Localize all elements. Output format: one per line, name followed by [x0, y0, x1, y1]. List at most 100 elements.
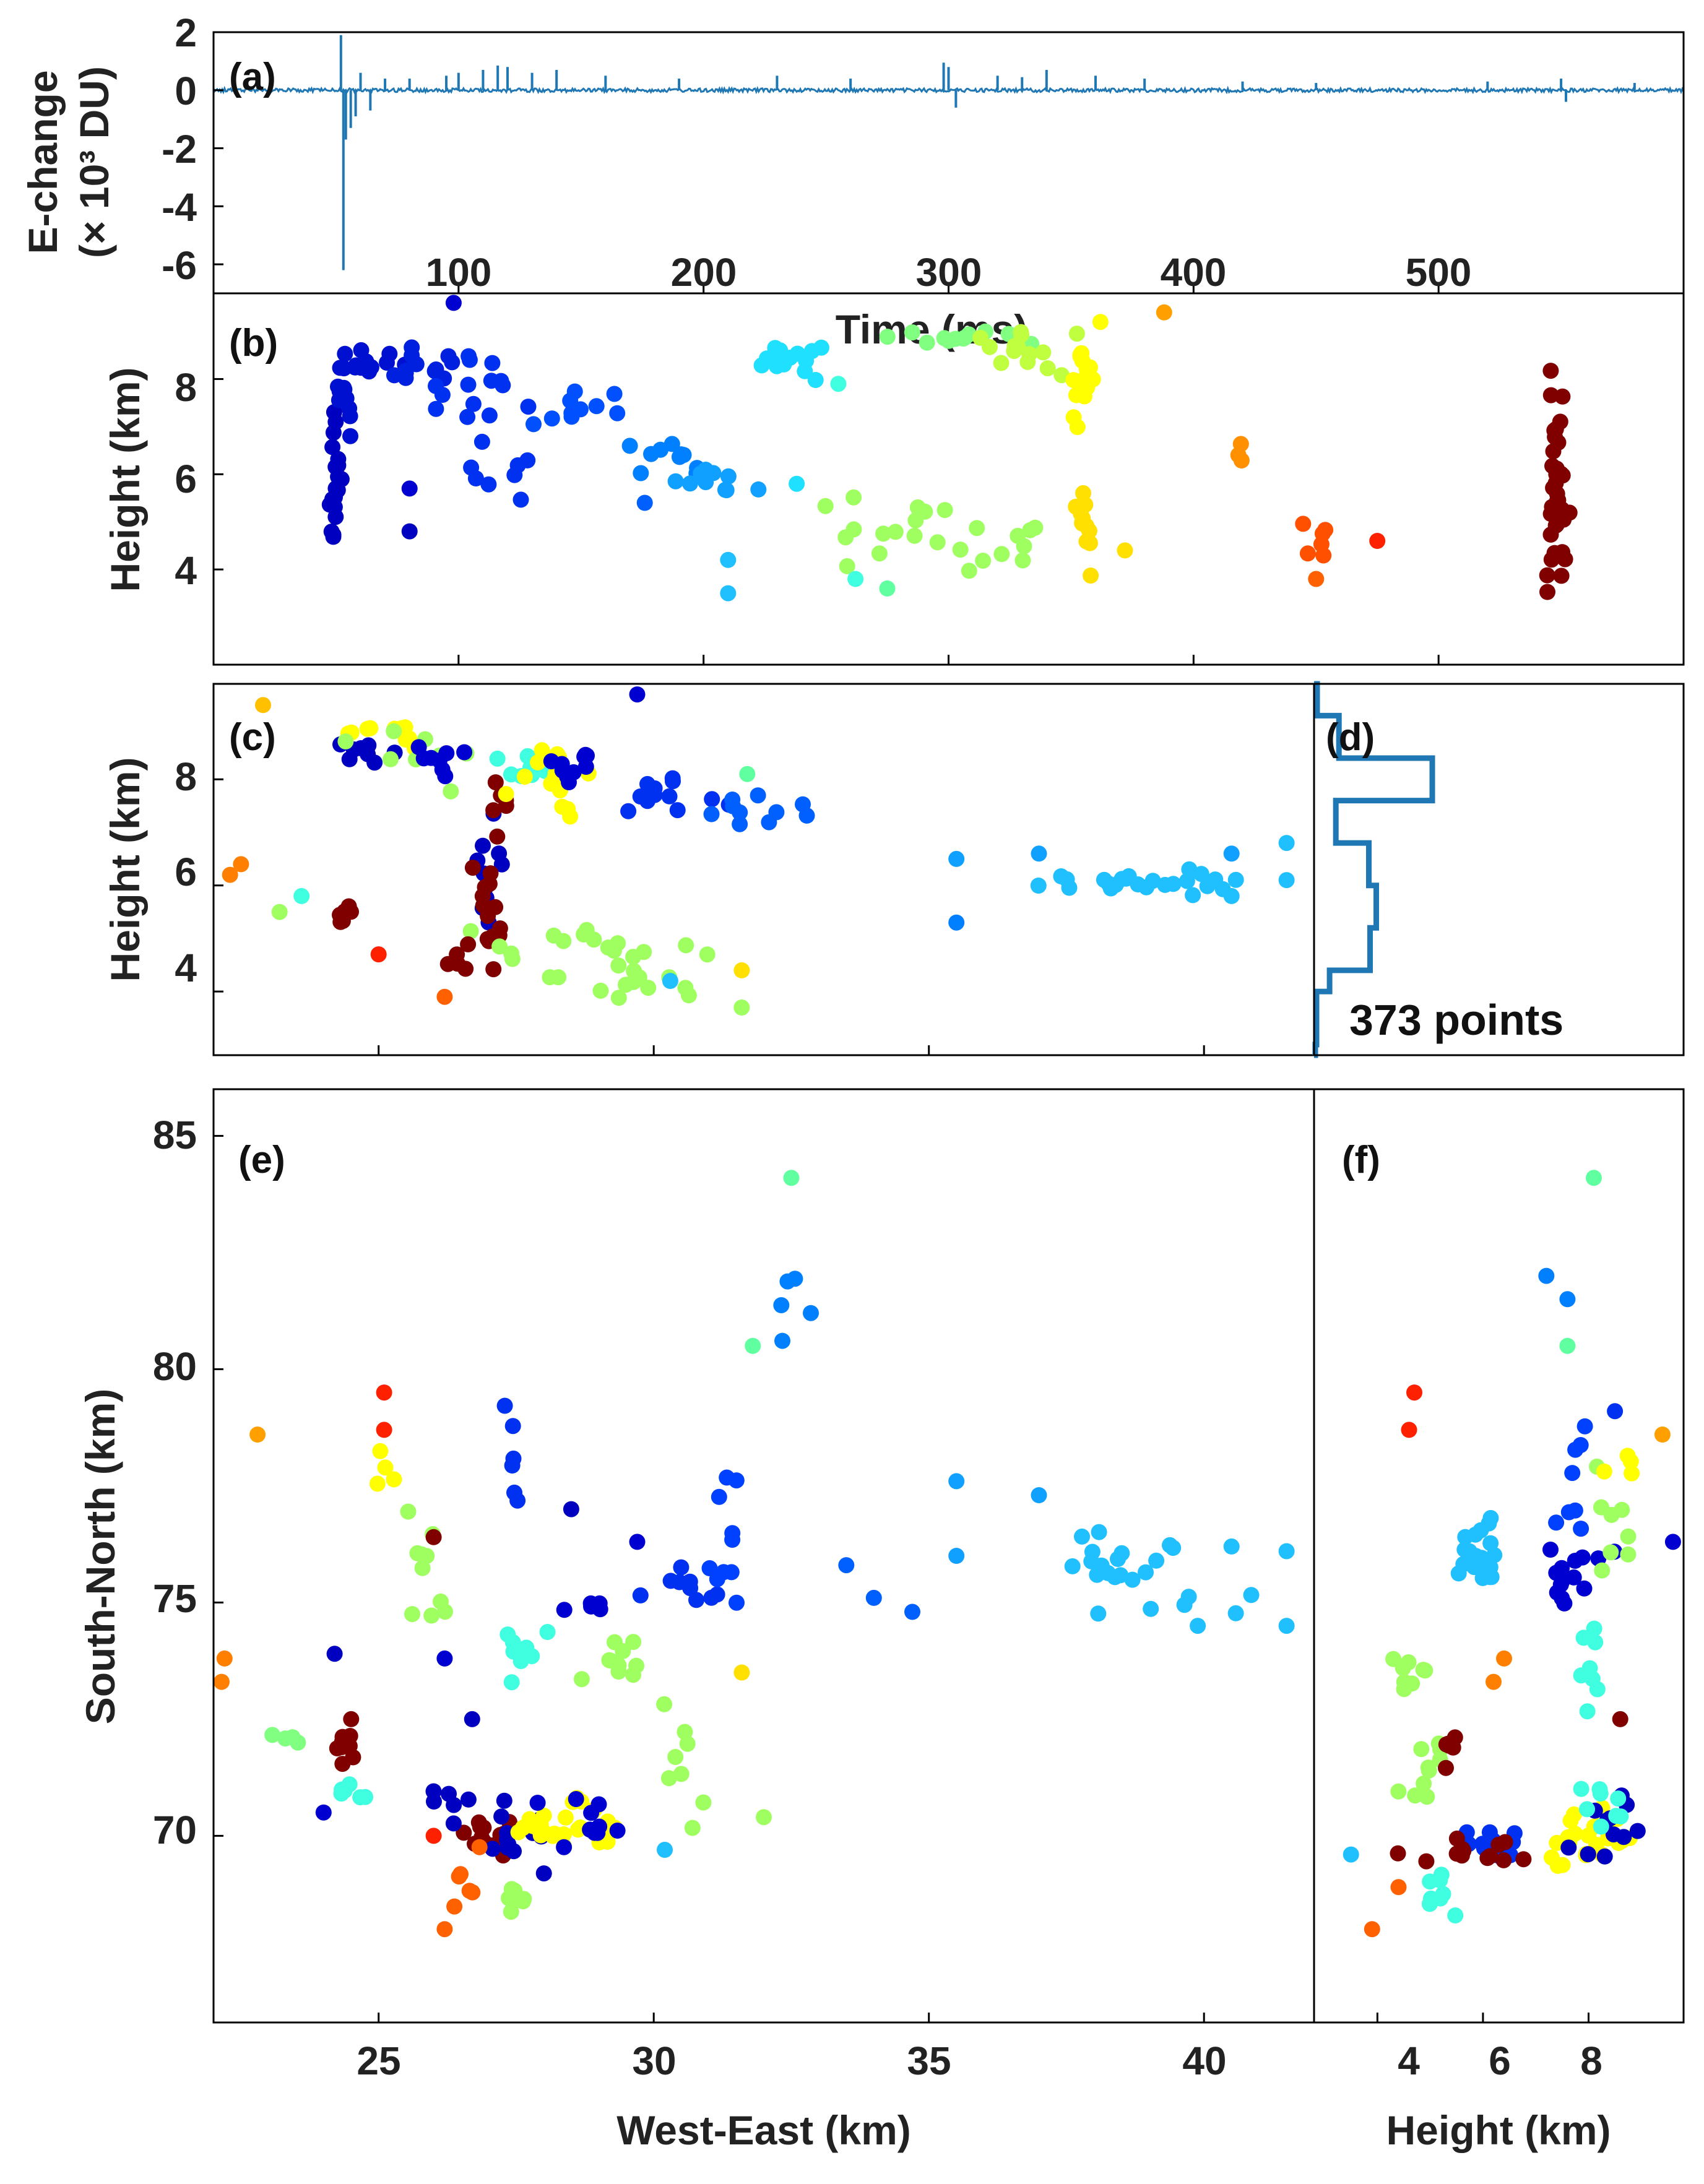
c-point: [1185, 887, 1201, 904]
panel-a: 2 0 -2 -4 -6 100 200 300 400 500 Time (m…: [20, 11, 1685, 352]
f-xtick-4: 4: [1398, 2039, 1420, 2083]
b-point: [807, 372, 824, 388]
panel-d: (d) 373 points: [1312, 681, 1685, 1058]
e-point: [733, 1664, 750, 1681]
b-point: [879, 580, 896, 597]
b-point: [428, 400, 444, 417]
f-xtick-8: 8: [1580, 2039, 1602, 2083]
e-point: [446, 1898, 463, 1915]
e-point: [591, 1595, 608, 1612]
f-point: [1614, 1501, 1630, 1518]
b-point: [961, 563, 977, 579]
e-point: [529, 1795, 546, 1811]
e-point: [719, 1469, 735, 1486]
e-point: [865, 1589, 882, 1606]
f-point: [1593, 1818, 1609, 1835]
c-points-layer: [214, 686, 1295, 1055]
e-point: [433, 1593, 449, 1610]
e-point: [518, 1639, 535, 1656]
b-point: [1539, 584, 1555, 600]
b-point: [887, 524, 904, 540]
b-point: [543, 410, 560, 427]
c-point: [750, 787, 766, 804]
b-point: [327, 413, 344, 430]
e-xlabel: West-East (km): [616, 2107, 911, 2153]
f-point: [1573, 1780, 1589, 1797]
f-frame: [1313, 1088, 1685, 2024]
c-point: [462, 923, 479, 939]
e-point: [745, 1337, 761, 1354]
e-point: [803, 1305, 819, 1321]
b-point: [1553, 568, 1570, 584]
f-point: [1479, 1850, 1496, 1867]
e-point: [1176, 1597, 1193, 1613]
panel-b: 4 6 8 Height (km) (b): [102, 292, 1685, 666]
c-point: [1030, 878, 1047, 894]
e-point: [334, 1781, 350, 1798]
e-ytick-80: 80: [153, 1344, 197, 1389]
f-point: [1602, 1544, 1619, 1561]
c-point: [669, 802, 686, 819]
e-point: [461, 1883, 478, 1899]
c-point: [431, 752, 448, 769]
b-point: [789, 475, 805, 492]
b-point: [1035, 344, 1052, 361]
b-point: [1065, 372, 1082, 389]
f-point: [1593, 1499, 1609, 1516]
e-point: [756, 1809, 772, 1826]
c-ytick-8: 8: [175, 754, 197, 799]
e-point: [496, 1397, 513, 1414]
b-point: [465, 395, 482, 412]
e-ylabel: South-North (km): [77, 1389, 123, 1725]
e-point: [1165, 1540, 1182, 1556]
e-point: [425, 1828, 442, 1844]
b-point: [330, 457, 347, 473]
b-point: [1006, 338, 1023, 355]
e-point: [1124, 1571, 1141, 1588]
c-point: [636, 944, 652, 960]
b-point: [467, 470, 484, 486]
c-point: [493, 856, 510, 873]
c-point: [293, 887, 310, 904]
f-point: [1622, 1453, 1639, 1470]
f-point: [1580, 1846, 1596, 1863]
f-point: [1453, 1847, 1470, 1864]
f-point: [1496, 1650, 1512, 1667]
e-point: [1091, 1524, 1107, 1540]
e-point: [521, 1811, 538, 1828]
e-point: [904, 1603, 920, 1620]
b-point: [401, 480, 418, 497]
b-point: [1156, 304, 1172, 321]
c-point: [542, 969, 558, 986]
a-xtick-400: 400: [1161, 250, 1227, 295]
e-point: [1143, 1600, 1159, 1617]
e-point: [729, 1594, 745, 1611]
c-point: [487, 774, 504, 791]
b-point: [652, 441, 669, 458]
e-point: [503, 1674, 520, 1691]
e-point: [783, 1170, 800, 1186]
f-point: [1579, 1801, 1595, 1818]
b-point: [1308, 571, 1325, 587]
e-point: [510, 1824, 527, 1841]
f-point: [1586, 1620, 1602, 1637]
b-point: [1081, 535, 1098, 551]
c-point: [576, 748, 593, 765]
b-point: [693, 465, 709, 482]
b-point: [839, 558, 855, 574]
f-point: [1581, 1660, 1598, 1677]
e-point: [509, 1492, 526, 1509]
b-point: [480, 476, 497, 493]
e-point: [436, 1921, 453, 1938]
b-point: [720, 468, 737, 485]
b-point: [1369, 533, 1386, 549]
e-point: [1190, 1618, 1206, 1634]
c-point: [1114, 871, 1130, 887]
d-point-count: 373 points: [1349, 996, 1563, 1044]
b-point: [566, 383, 583, 400]
e-point: [546, 1825, 563, 1842]
b-point: [327, 480, 344, 497]
c-point: [948, 914, 965, 931]
e-point: [557, 1809, 574, 1826]
b-point: [337, 345, 353, 362]
